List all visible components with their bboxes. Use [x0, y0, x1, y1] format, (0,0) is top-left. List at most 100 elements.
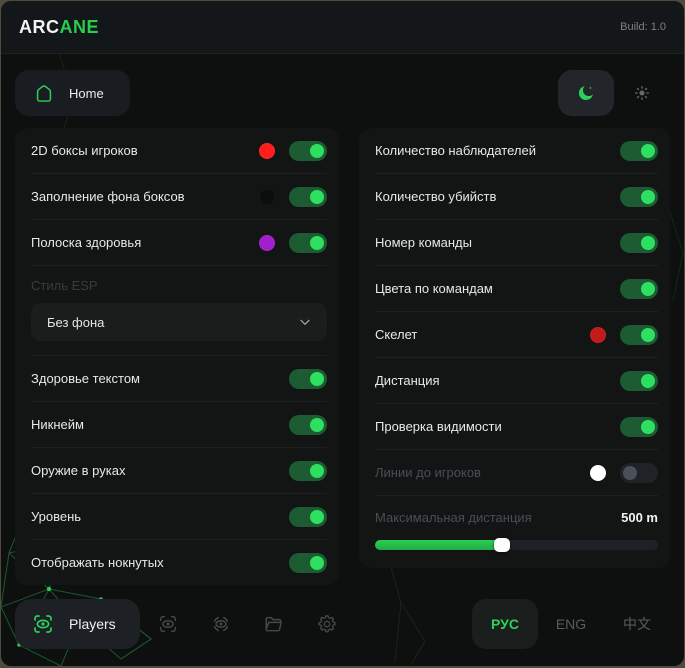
max-distance-label: Максимальная дистанция [375, 510, 532, 525]
light-theme-button[interactable] [614, 70, 670, 116]
color-picker-dot[interactable] [590, 326, 606, 343]
toggle-knob [641, 143, 655, 158]
esp-style-label: Стиль ESP [31, 278, 98, 293]
toggle-team-number[interactable] [620, 232, 658, 253]
esp-style-group: Стиль ESP Без фона [31, 265, 327, 355]
build-version-label: Build: 1.0 [620, 21, 666, 33]
toggle-distance[interactable] [620, 370, 658, 391]
row-label: Здоровье текстом [31, 371, 140, 386]
settings-content: 2D боксы игроков Заполнение фона боксов … [1, 128, 684, 585]
toggle-show-knocked[interactable] [289, 552, 327, 573]
row-label: Проверка видимости [375, 419, 502, 434]
max-distance-group: Максимальная дистанция 500 m [375, 495, 658, 568]
esp-info-panel: Количество наблюдателей Количество убийс… [359, 128, 670, 568]
row-lines-to-players: Линии до игроков [375, 449, 658, 495]
players-tab-button[interactable]: Players [15, 598, 140, 649]
toggle-knob [310, 143, 324, 158]
row-kills-count: Количество убийств [375, 173, 658, 219]
color-picker-dot[interactable] [259, 234, 275, 251]
language-switcher: РУС ENG 中文 [472, 598, 670, 649]
color-picker-dot[interactable] [590, 464, 606, 481]
toggle-health-bar[interactable] [289, 232, 327, 253]
toggle-skeleton[interactable] [620, 324, 658, 345]
row-label: Количество наблюдателей [375, 143, 536, 158]
toggle-box-fill[interactable] [289, 186, 327, 207]
radar-tab-button[interactable] [197, 599, 246, 649]
row-show-knocked: Отображать нокнутых [31, 539, 327, 585]
toggle-spectators[interactable] [620, 140, 658, 161]
app-logo: ARCANE [19, 17, 99, 38]
toggle-knob [310, 463, 324, 478]
aim-tab-button[interactable] [144, 599, 193, 649]
row-label: Дистанция [375, 373, 440, 388]
toggle-knob [310, 509, 324, 524]
row-visibility-check: Проверка видимости [375, 403, 658, 449]
toggle-knob [310, 555, 324, 570]
esp-visual-panel: 2D боксы игроков Заполнение фона боксов … [15, 128, 339, 585]
row-label: Скелет [375, 327, 418, 342]
row-box-fill: Заполнение фона боксов [31, 173, 327, 219]
home-button-label: Home [69, 85, 104, 101]
slider-fill [375, 540, 503, 550]
max-distance-slider[interactable] [375, 538, 658, 552]
sun-icon [633, 84, 651, 102]
toggle-visibility-check[interactable] [620, 416, 658, 437]
home-icon [33, 82, 55, 104]
players-esp-icon [31, 612, 55, 636]
aim-eye-icon [157, 613, 179, 635]
row-distance: Дистанция [375, 357, 658, 403]
toggle-health-text[interactable] [289, 368, 327, 389]
slider-header: Максимальная дистанция 500 m [375, 510, 658, 525]
max-distance-value: 500 m [621, 510, 658, 525]
toggle-knob [641, 281, 655, 296]
toggle-kills[interactable] [620, 186, 658, 207]
row-label: 2D боксы игроков [31, 143, 138, 158]
toggle-knob [641, 373, 655, 388]
toggle-team-colors[interactable] [620, 278, 658, 299]
row-nickname: Никнейм [31, 401, 327, 447]
toggle-2d-boxes[interactable] [289, 140, 327, 161]
players-tab-label: Players [69, 615, 116, 632]
toggle-knob [310, 189, 324, 204]
bottom-nav-left: Players [15, 598, 352, 649]
row-skeleton: Скелет [375, 311, 658, 357]
toggle-knob [641, 419, 655, 434]
toggle-knob [310, 417, 324, 432]
chevron-down-icon [297, 314, 313, 330]
row-team-number: Номер команды [375, 219, 658, 265]
color-picker-dot[interactable] [259, 188, 275, 205]
language-button-rus[interactable]: РУС [472, 598, 538, 649]
row-label: Заполнение фона боксов [31, 189, 185, 204]
dark-theme-button[interactable] [558, 70, 614, 116]
language-button-eng[interactable]: ENG [555, 615, 587, 632]
row-label: Количество убийств [375, 189, 497, 204]
title-bar: ARCANE Build: 1.0 [1, 1, 684, 54]
row-label: Оружие в руках [31, 463, 126, 478]
settings-tab-button[interactable] [303, 599, 352, 649]
configs-tab-button[interactable] [250, 599, 299, 649]
toggle-weapon[interactable] [289, 460, 327, 481]
toggle-nickname[interactable] [289, 414, 327, 435]
slider-thumb[interactable] [494, 538, 511, 552]
toggle-knob [310, 371, 324, 386]
toggle-knob [310, 235, 324, 250]
moon-icon [576, 83, 596, 103]
row-health-text: Здоровье текстом [31, 355, 327, 401]
color-picker-dot[interactable] [259, 142, 275, 159]
toggle-lines-to-players[interactable] [620, 462, 658, 483]
toggle-knob [641, 235, 655, 250]
toggle-level[interactable] [289, 506, 327, 527]
esp-style-select[interactable]: Без фона [31, 303, 327, 341]
radar-eye-icon [210, 613, 232, 635]
logo-text-green: ANE [59, 16, 100, 37]
row-label: Отображать нокнутых [31, 555, 164, 570]
folder-icon [263, 613, 285, 635]
row-label: Полоска здоровья [31, 235, 142, 250]
home-button[interactable]: Home [15, 70, 130, 116]
row-label: Номер команды [375, 235, 472, 250]
row-label: Цвета по командам [375, 281, 493, 296]
toggle-knob [641, 189, 655, 204]
toggle-knob [623, 465, 637, 480]
language-button-zh[interactable]: 中文 [623, 615, 651, 632]
